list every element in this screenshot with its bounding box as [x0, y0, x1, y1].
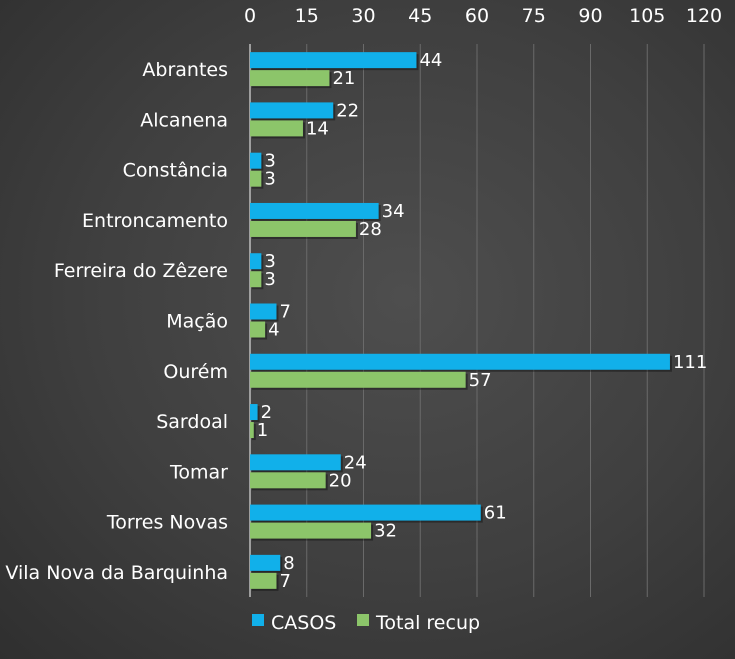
- data-label: 3: [264, 269, 275, 290]
- legend-label-total-recup: Total recup: [375, 612, 480, 634]
- legend-swatch-casos: [252, 614, 264, 626]
- x-tick-label: 75: [522, 5, 546, 27]
- bar-shadow: [252, 424, 256, 441]
- bar-casos: [250, 152, 262, 169]
- data-label: 3: [264, 251, 275, 272]
- bar-total-recup: [250, 472, 326, 489]
- bar-casos: [250, 353, 670, 370]
- data-label: 21: [332, 68, 355, 89]
- x-tick-label: 90: [578, 5, 602, 27]
- bar-total-recup: [250, 220, 356, 237]
- category-label: Ferreira do Zêzere: [54, 260, 228, 282]
- bar-total-recup: [250, 120, 303, 137]
- category-label: Vila Nova da Barquinha: [5, 562, 228, 584]
- category-label: Constância: [123, 160, 228, 182]
- category-label: Tomar: [169, 461, 228, 483]
- bar-casos: [250, 303, 277, 320]
- category-label: Sardoal: [156, 411, 228, 433]
- x-axis-ticks: 0 15 30 45 60 75 90 105 120: [244, 5, 722, 27]
- data-label: 4: [268, 320, 279, 341]
- data-label: 111: [673, 352, 707, 373]
- data-label: 8: [283, 553, 294, 574]
- bar-casos: [250, 404, 258, 421]
- legend: CASOS Total recup: [252, 612, 480, 634]
- data-label: 57: [469, 370, 492, 391]
- bar-total-recup: [250, 170, 262, 187]
- legend-swatch-total-recup: [357, 614, 369, 626]
- bar-casos: [250, 52, 417, 69]
- bar-total-recup: [250, 371, 466, 388]
- bar-casos: [250, 102, 334, 119]
- x-tick-label: 0: [244, 5, 256, 27]
- data-label: 28: [359, 219, 382, 240]
- x-tick-label: 105: [629, 5, 665, 27]
- bar-casos: [250, 253, 262, 270]
- data-label: 32: [374, 521, 397, 542]
- bar-casos: [250, 454, 341, 471]
- legend-label-casos: CASOS: [271, 612, 336, 634]
- category-label: Mação: [166, 311, 228, 333]
- x-tick-label: 30: [351, 5, 375, 27]
- data-label: 7: [279, 302, 290, 323]
- category-label: Alcanena: [140, 109, 228, 131]
- category-label: Ourém: [163, 361, 228, 383]
- x-tick-label: 15: [295, 5, 319, 27]
- bar-total-recup: [250, 522, 372, 539]
- data-label: 34: [382, 201, 405, 222]
- bar-total-recup: [250, 70, 330, 87]
- x-tick-label: 60: [465, 5, 489, 27]
- data-label: 24: [344, 452, 367, 473]
- bar-casos: [250, 202, 379, 219]
- x-tick-label: 45: [408, 5, 432, 27]
- data-label: 7: [279, 571, 290, 592]
- bar-total-recup: [250, 422, 254, 439]
- data-label: 44: [419, 50, 442, 71]
- bars: [250, 52, 672, 591]
- data-label: 20: [329, 470, 352, 491]
- x-tick-label: 120: [686, 5, 722, 27]
- data-label: 3: [264, 151, 275, 172]
- bar-casos: [250, 504, 481, 521]
- category-label: Entroncamento: [82, 210, 228, 232]
- data-label: 3: [264, 169, 275, 190]
- data-label: 2: [261, 402, 272, 423]
- category-labels: Abrantes Alcanena Constância Entroncamento F…: [5, 59, 228, 584]
- data-label: 1: [257, 420, 268, 441]
- data-label: 22: [336, 100, 359, 121]
- bar-total-recup: [250, 572, 277, 589]
- category-label: Torres Novas: [106, 512, 228, 534]
- bar-total-recup: [250, 321, 266, 338]
- bar-casos: [250, 554, 281, 571]
- data-label: 61: [484, 503, 507, 524]
- data-label: 14: [306, 118, 329, 139]
- category-label: Abrantes: [142, 59, 228, 81]
- bar-total-recup: [250, 271, 262, 288]
